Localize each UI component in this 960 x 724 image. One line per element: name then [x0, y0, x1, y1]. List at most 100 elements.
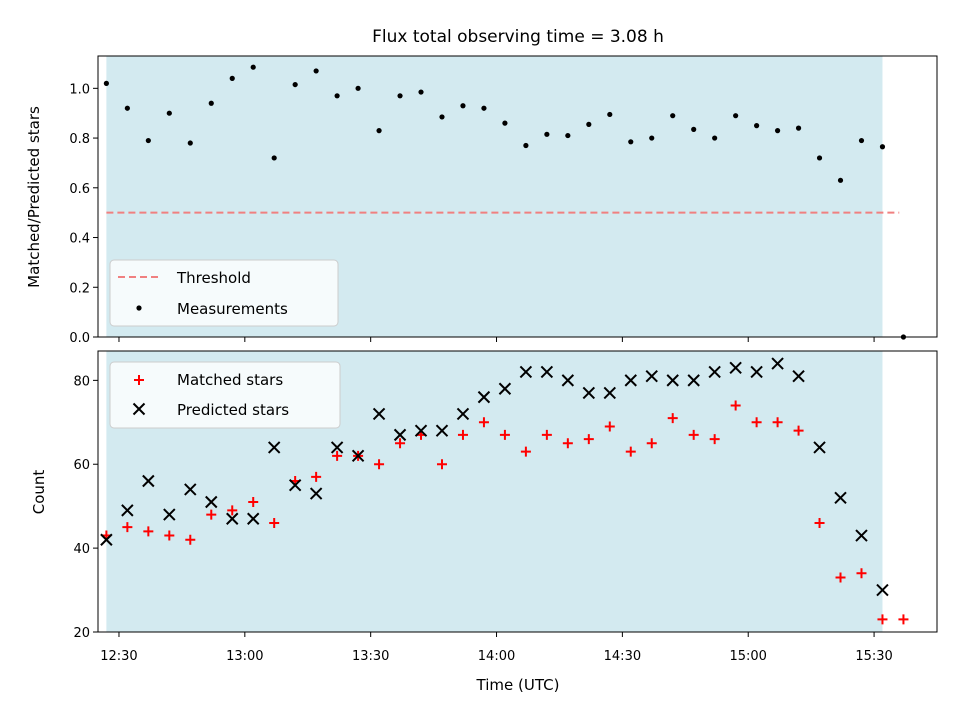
predicted-star-point [645, 369, 658, 383]
matched-star-point [499, 429, 510, 440]
measurement-point [271, 155, 277, 161]
predicted-star-point [540, 365, 554, 379]
measurement-point [628, 139, 634, 145]
bottom-axes-frame [97, 350, 938, 633]
matched-star-point [374, 459, 385, 470]
predicted-star-point [561, 374, 575, 387]
bottom-legend: Matched stars Predicted stars [109, 361, 341, 429]
matched-star-point [311, 471, 322, 482]
matched-star-point [835, 572, 846, 583]
matched-star-point [122, 522, 133, 533]
predicted-star-point [876, 583, 889, 597]
matched-star-point [520, 446, 531, 457]
measurement-point [103, 80, 109, 86]
matched-star-point [478, 417, 489, 428]
bottom-y-tick-label: 80 [73, 374, 90, 389]
matched-star-point [667, 413, 678, 424]
matched-star-point [457, 429, 468, 440]
predicted-star-point [792, 369, 805, 383]
matched-star-point [227, 505, 238, 516]
x-tick-label: 14:30 [604, 649, 641, 664]
measurement-point [397, 93, 403, 99]
top-legend: Threshold Measurements [109, 259, 339, 327]
matched-star-point [772, 417, 783, 428]
predicted-star-point [393, 428, 407, 442]
predicted-star-point [121, 504, 134, 517]
measurement-point [816, 155, 823, 161]
matched-legend-label: Matched stars [177, 371, 283, 389]
measurement-point [774, 128, 781, 134]
matched-star-point [814, 517, 825, 528]
bottom-panel: 20 40 60 80 12:30 13:00 13:30 14:00 14:30 15:00 15… [73, 350, 938, 664]
measurement-point [879, 144, 886, 150]
matched-star-point [688, 429, 699, 440]
matched-star-point [793, 425, 804, 436]
x-tick-label: 12:30 [100, 649, 137, 664]
measurement-point [858, 137, 865, 144]
measurement-point [355, 85, 361, 91]
bottom-y-tick-label: 40 [73, 542, 90, 557]
measurement-point [250, 64, 256, 70]
measurement-point [145, 137, 151, 144]
predicted-star-point [163, 508, 176, 521]
predicted-star-point [435, 424, 449, 437]
measurement-point [712, 135, 718, 141]
predicted-star-point [729, 361, 742, 374]
matched-legend-swatch [134, 375, 144, 385]
matched-star-point [877, 614, 888, 625]
predicted-star-point [855, 529, 868, 542]
predicted-star-point [813, 441, 826, 454]
matched-star-point [206, 509, 217, 520]
predicted-star-point [100, 533, 113, 546]
predicted-star-point [372, 407, 386, 421]
predicted-star-point [142, 474, 155, 488]
predicted-star-point [414, 424, 428, 437]
bottom-y-axis-title: Count [30, 470, 48, 515]
x-axis-title: Time (UTC) [476, 676, 560, 694]
measurements-legend-label: Measurements [177, 300, 288, 318]
measurement-point [754, 123, 760, 129]
predicted-star-point [205, 495, 218, 509]
matched-star-point [898, 614, 909, 625]
measurement-point [460, 103, 466, 109]
measurement-point [565, 132, 571, 139]
bottom-y-tick-label: 60 [73, 458, 90, 473]
measurement-point [187, 140, 193, 146]
predicted-star-point [226, 512, 239, 525]
matched-star-point [583, 434, 594, 445]
measurement-point [481, 105, 487, 111]
top-y-tick-label: 0.6 [69, 182, 90, 197]
predicted-star-point [519, 365, 533, 379]
measurement-point [292, 81, 298, 88]
top-axes-frame [97, 55, 938, 338]
chart-title: Flux total observing time = 3.08 h [372, 27, 664, 47]
x-tick-label: 15:00 [729, 649, 766, 664]
predicted-star-point [309, 487, 323, 500]
measurement-point [124, 105, 130, 111]
predicted-star-point [624, 374, 637, 387]
top-y-tick-label: 0.8 [69, 132, 90, 147]
predicted-legend-swatch [132, 402, 146, 416]
measurement-point [439, 114, 445, 120]
measurement-point [649, 135, 655, 141]
matched-star-point [269, 517, 280, 528]
measurement-point [229, 75, 235, 81]
measurement-point [376, 128, 382, 134]
matched-star-point [541, 429, 552, 440]
measurement-point [418, 89, 424, 95]
matched-star-point [164, 530, 175, 541]
measurement-point [837, 177, 844, 183]
predicted-star-point [267, 441, 281, 454]
measurement-point [586, 121, 592, 127]
measurement-point [795, 125, 802, 131]
top-y-tick-label: 0.0 [69, 331, 90, 346]
predicted-star-point [582, 386, 596, 400]
matched-star-point [751, 417, 762, 428]
x-tick-label: 14:00 [478, 649, 515, 664]
measurement-point [166, 110, 172, 116]
predicted-star-point [687, 374, 700, 387]
matched-star-point [436, 459, 447, 470]
bottom-legend-box [109, 361, 341, 429]
top-legend-box [109, 259, 339, 327]
